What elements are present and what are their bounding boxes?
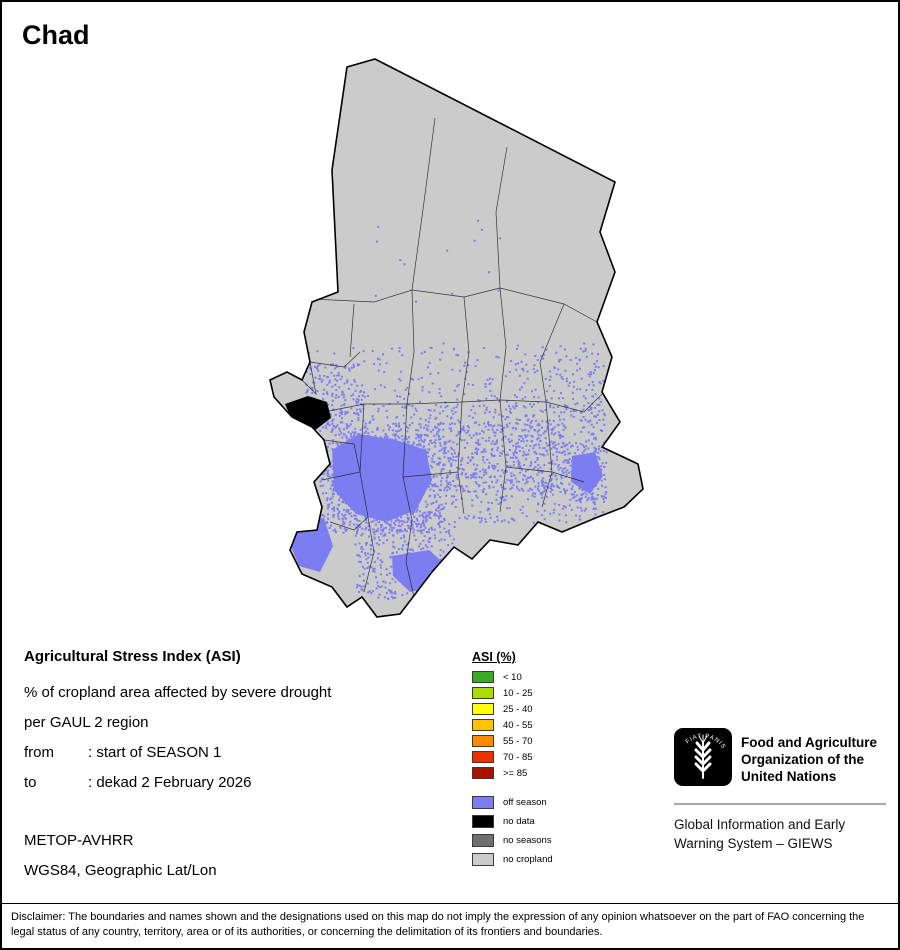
legend-label: no cropland: [503, 854, 553, 865]
disclaimer-text: Disclaimer: The boundaries and names sho…: [2, 903, 898, 948]
fao-divider: [674, 803, 886, 805]
legend-swatch: [472, 719, 494, 731]
legend-label: < 10: [503, 671, 522, 683]
legend-item: off season: [472, 796, 642, 809]
legend-label: 40 - 55: [503, 719, 533, 731]
page-title: Chad: [22, 20, 90, 50]
legend-item: 40 - 55: [472, 719, 642, 731]
legend-swatch: [472, 751, 494, 763]
legend-swatch: [472, 815, 494, 828]
legend-label: 55 - 70: [503, 735, 533, 747]
legend-swatch: [472, 671, 494, 683]
legend-swatch: [472, 687, 494, 699]
legend-item: 55 - 70: [472, 735, 642, 747]
legend-label: >= 85: [503, 767, 528, 779]
period-to: to : dekad 2 February 2026: [24, 775, 464, 791]
legend-item: >= 85: [472, 767, 642, 779]
legend-swatch: [472, 767, 494, 779]
legend-swatch: [472, 796, 494, 809]
legend-item: 10 - 25: [472, 687, 642, 699]
fao-logo: FIAT PANIS: [674, 728, 732, 791]
projection-label: WGS84, Geographic Lat/Lon: [24, 862, 217, 879]
chad-map: [264, 52, 654, 627]
legend-item: no cropland: [472, 853, 642, 866]
asi-description-line: % of cropland area affected by severe dr…: [24, 684, 332, 701]
legend-label: 70 - 85: [503, 751, 533, 763]
legend-swatch: [472, 834, 494, 847]
asi-heading: Agricultural Stress Index (ASI): [24, 648, 241, 665]
admin-boundaries: [301, 117, 603, 598]
legend-label: off season: [503, 797, 547, 808]
legend-label: no seasons: [503, 835, 552, 846]
legend-swatch: [472, 735, 494, 747]
sensor-label: METOP-AVHRR: [24, 832, 134, 849]
from-value: : start of SEASON 1: [88, 744, 222, 761]
to-label: to: [24, 774, 37, 791]
period-from: from : start of SEASON 1: [24, 745, 464, 761]
legend-item: no seasons: [472, 834, 642, 847]
fao-branding: FIAT PANIS Food and Agriculture Organiza…: [674, 728, 886, 853]
legend-item: 70 - 85: [472, 751, 642, 763]
chad-map-svg: [269, 58, 644, 618]
from-label: from: [24, 744, 54, 761]
legend-label: 10 - 25: [503, 687, 533, 699]
legend-item: < 10: [472, 671, 642, 683]
giews-label: Global Information and Early Warning Sys…: [674, 817, 846, 851]
off-season-speckles: [304, 219, 608, 600]
legend-swatch: [472, 703, 494, 715]
legend-swatch: [472, 853, 494, 866]
legend-label: 25 - 40: [503, 703, 533, 715]
legend-title: ASI (%): [472, 650, 516, 664]
country-border: [269, 58, 644, 618]
asi-region-line: per GAUL 2 region: [24, 714, 149, 731]
legend-item: 25 - 40: [472, 703, 642, 715]
map-description: Agricultural Stress Index (ASI) % of cro…: [24, 648, 464, 893]
to-value: : dekad 2 February 2026: [88, 774, 252, 791]
legend-label: no data: [503, 816, 535, 827]
legend-item: no data: [472, 815, 642, 828]
legend: ASI (%) < 10 10 - 25 25 - 40 40 - 55 55 …: [472, 650, 642, 872]
fao-org-name: Food and Agriculture Organization of the…: [741, 735, 877, 784]
